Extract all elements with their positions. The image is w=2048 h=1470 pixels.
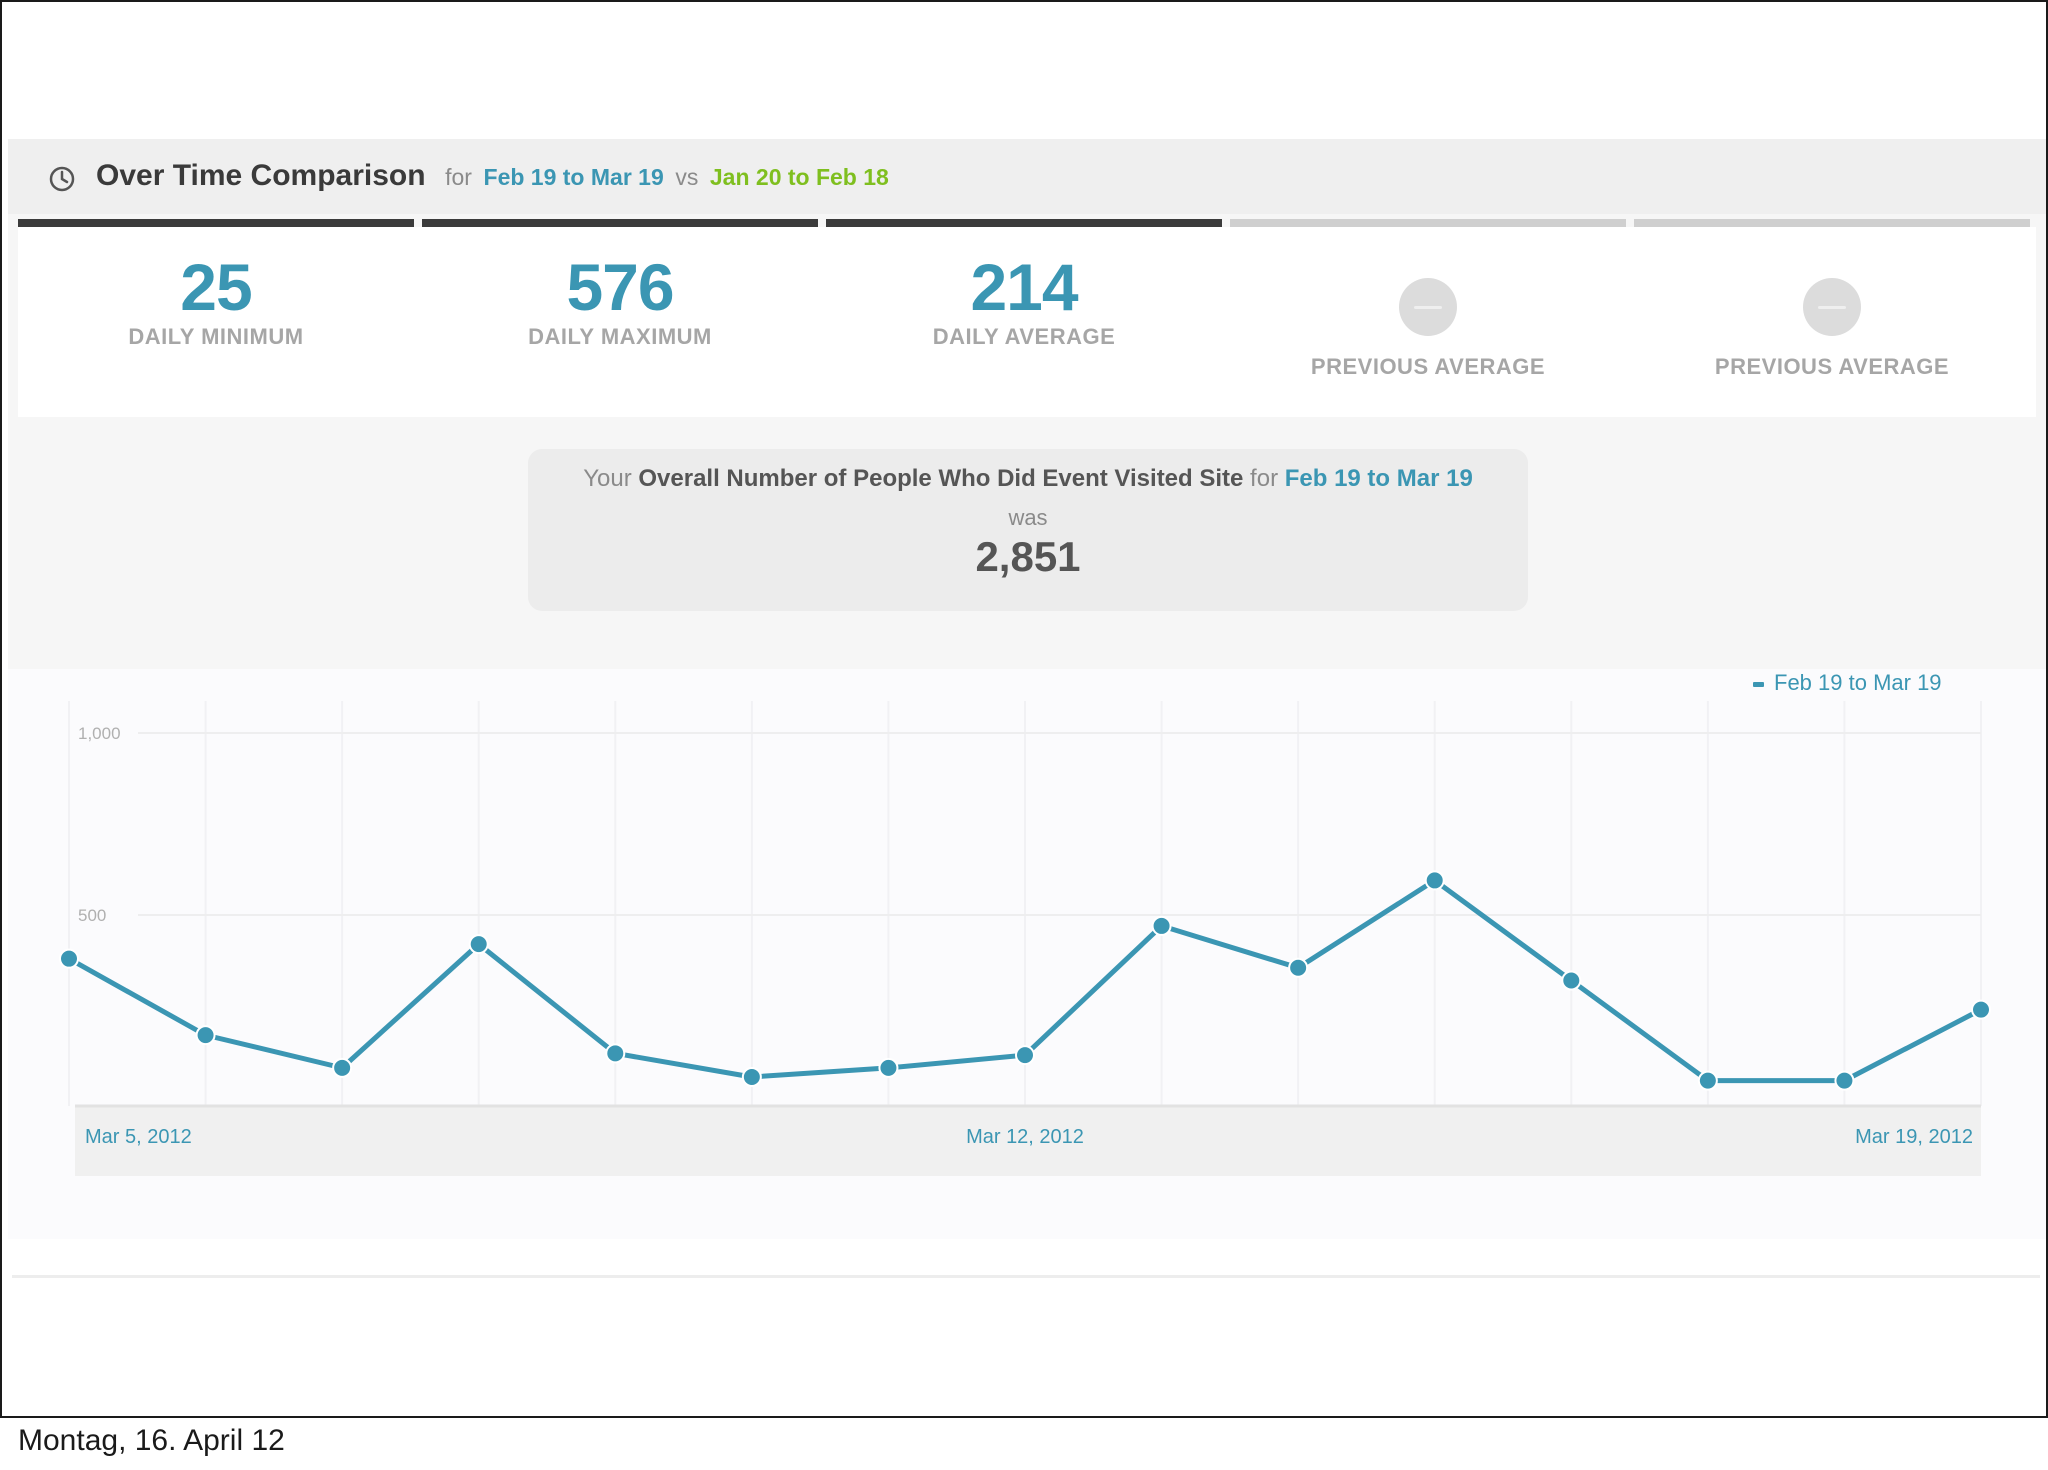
data-point: [605, 1043, 626, 1064]
stat-value: 576: [566, 250, 674, 324]
footer-date: Montag, 16. April 12: [18, 1424, 285, 1457]
clock-icon: [49, 166, 75, 192]
stat-label: DAILY MINIMUM: [128, 324, 304, 350]
data-point: [1424, 870, 1445, 891]
stat-label: DAILY MAXIMUM: [528, 324, 712, 350]
y-tick-label: 500: [78, 906, 106, 925]
chart-svg: 1,000 500 Mar 5, 2012 Mar 12, 2012 Mar 19, 2…: [59, 670, 1991, 1176]
data-point: [1971, 999, 1991, 1020]
divider: [12, 1275, 2040, 1278]
data-point: [1834, 1070, 1855, 1091]
stat-daily-maximum[interactable]: 576 DAILY MAXIMUM: [422, 227, 818, 350]
tab-indicator-daily-minimum[interactable]: [18, 219, 414, 227]
tab-indicator-daily-maximum[interactable]: [422, 219, 818, 227]
data-point: [1561, 970, 1582, 991]
x-tick-label: Mar 19, 2012: [1855, 1126, 1973, 1148]
over-time-comparison-panel: Over Time Comparison for Feb 19 to Mar 1…: [8, 139, 2046, 1239]
data-point: [59, 948, 79, 969]
summary-for-word: for: [1250, 465, 1279, 492]
previous-range-link[interactable]: Jan 20 to Feb 18: [709, 164, 889, 190]
summary-box: Your Overall Number of People Who Did Ev…: [528, 449, 1528, 611]
panel-title: Over Time Comparison: [96, 159, 426, 192]
data-point: [741, 1066, 762, 1087]
x-axis-band: [75, 1106, 1981, 1176]
stat-label: PREVIOUS AVERAGE: [1310, 354, 1546, 379]
data-point: [1151, 915, 1172, 936]
summary-range-link[interactable]: Feb 19 to Mar 19: [1284, 465, 1473, 492]
stat-daily-average[interactable]: 214 DAILY AVERAGE: [826, 227, 1222, 350]
legend-label: Feb 19 to Mar 19: [1774, 670, 1942, 695]
stat-label: DAILY AVERAGE: [932, 324, 1116, 350]
summary-prefix: Your: [583, 465, 632, 492]
empty-value-icon: [1803, 278, 1861, 336]
data-point: [468, 934, 489, 955]
stats-row: 25 DAILY MINIMUM 576 DAILY MAXIMUM 214 D…: [18, 227, 2036, 417]
data-point: [1015, 1045, 1035, 1066]
x-tick-label: Mar 12, 2012: [966, 1126, 1084, 1148]
stat-previous-average-2[interactable]: PREVIOUS AVERAGE: [1634, 227, 2030, 380]
empty-value-icon: [1399, 278, 1457, 336]
y-tick-label: 1,000: [78, 724, 121, 743]
data-point: [878, 1057, 899, 1078]
stat-label: PREVIOUS AVERAGE: [1714, 354, 1950, 379]
slide: Over Time Comparison for Feb 19 to Mar 1…: [0, 0, 2048, 1418]
tab-indicator-daily-average[interactable]: [826, 219, 1222, 227]
stat-value: 25: [180, 250, 252, 324]
stat-value: 214: [970, 250, 1078, 324]
header-for-word: for: [445, 164, 472, 190]
legend-swatch: [1753, 682, 1764, 687]
data-point: [332, 1057, 353, 1078]
data-point: [195, 1025, 216, 1046]
x-tick-label: Mar 5, 2012: [85, 1126, 192, 1148]
data-point: [1288, 957, 1309, 978]
current-range-link[interactable]: Feb 19 to Mar 19: [483, 164, 664, 190]
header-vs-word: vs: [675, 164, 699, 190]
stat-daily-minimum[interactable]: 25 DAILY MINIMUM: [18, 227, 414, 350]
summary-sentence: Your Overall Number of People Who Did Ev…: [528, 465, 1528, 493]
header-text: Over Time Comparison for Feb 19 to Mar 1…: [96, 159, 889, 193]
data-point: [1697, 1070, 1718, 1091]
tab-indicator-previous-average-2[interactable]: [1634, 219, 2030, 227]
summary-was: was: [1008, 505, 1048, 530]
tab-indicator-previous-average-1[interactable]: [1230, 219, 1626, 227]
summary-total: 2,851: [975, 533, 1081, 580]
panel-header: Over Time Comparison for Feb 19 to Mar 1…: [8, 139, 2046, 214]
stat-previous-average-1[interactable]: PREVIOUS AVERAGE: [1230, 227, 1626, 380]
summary-metric: Overall Number of People Who Did Event V…: [638, 465, 1244, 492]
line-chart: 1,000 500 Mar 5, 2012 Mar 12, 2012 Mar 19, 2…: [8, 669, 2046, 1239]
